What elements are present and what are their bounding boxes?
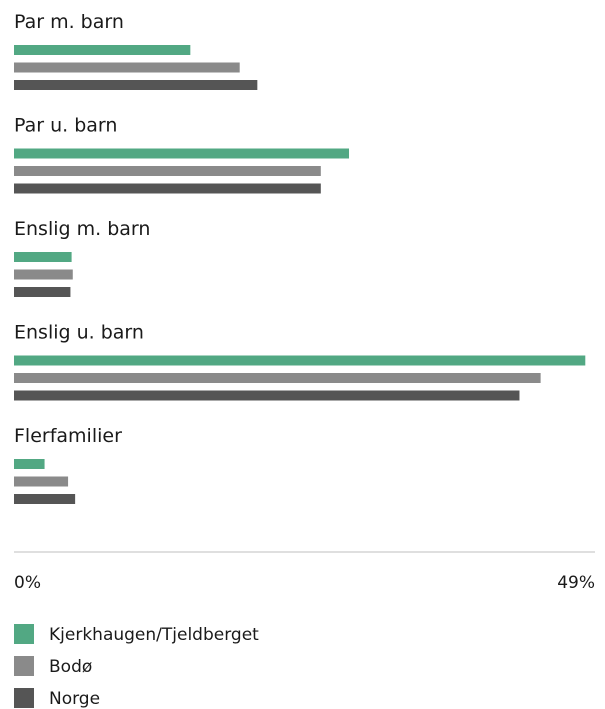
bar: [14, 287, 71, 297]
bar: [14, 45, 191, 55]
bar: [14, 373, 541, 383]
bar: [14, 166, 321, 176]
bar: [14, 494, 76, 504]
legend-label: Bodø: [49, 657, 92, 677]
category-group: Par u. barn: [14, 115, 350, 194]
bar: [14, 62, 240, 73]
legend-item: Bodø: [14, 656, 92, 677]
bar: [14, 80, 258, 90]
bar: [14, 355, 586, 366]
category-group: Par m. barn: [14, 11, 258, 90]
category-groups: Par m. barn Par u. barn Enslig m. barn Ensl…: [14, 11, 586, 504]
legend-swatch: [14, 656, 34, 676]
legend: Kjerkhaugen/Tjeldberget Bodø Norge: [14, 624, 259, 709]
bar: [14, 183, 321, 194]
category-label: Par u. barn: [14, 115, 117, 137]
legend-swatch: [14, 688, 34, 708]
category-label: Flerfamilier: [14, 425, 122, 447]
bar: [14, 252, 72, 262]
legend-label: Kjerkhaugen/Tjeldberget: [49, 625, 259, 645]
legend-label: Norge: [49, 689, 100, 709]
x-tick-label-min: 0%: [14, 573, 41, 593]
category-label: Enslig u. barn: [14, 322, 144, 344]
category-group: Enslig u. barn: [14, 322, 586, 401]
bar: [14, 390, 520, 401]
bar: [14, 269, 73, 280]
x-tick-label-max: 49%: [557, 573, 595, 593]
category-label: Enslig m. barn: [14, 218, 150, 240]
category-group: Flerfamilier: [14, 425, 122, 504]
category-label: Par m. barn: [14, 11, 124, 33]
legend-item: Kjerkhaugen/Tjeldberget: [14, 624, 259, 645]
category-group: Enslig m. barn: [14, 218, 150, 297]
bar: [14, 476, 69, 487]
bar: [14, 459, 45, 469]
legend-swatch: [14, 624, 34, 644]
bar: [14, 148, 350, 159]
legend-item: Norge: [14, 688, 100, 709]
